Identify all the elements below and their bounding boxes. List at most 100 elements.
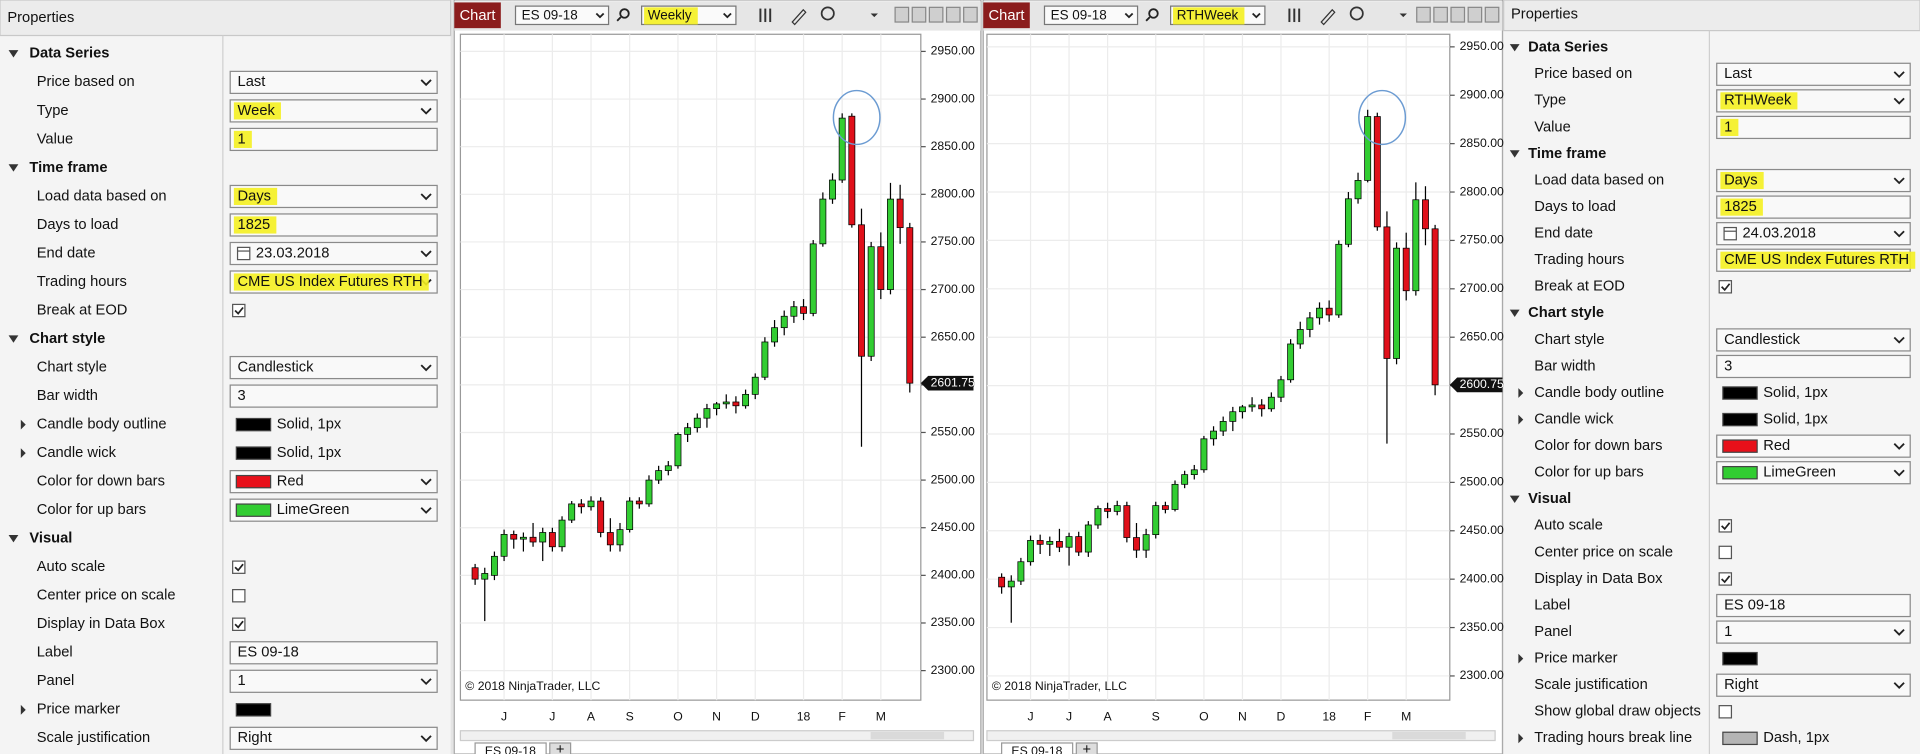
text-box[interactable]	[229, 127, 438, 152]
draw-icon[interactable]	[1320, 8, 1336, 26]
dropdown-box[interactable]	[229, 241, 438, 266]
candle-body	[751, 376, 759, 395]
property-label: Price based on	[1534, 66, 1632, 82]
dropdown-box[interactable]	[1716, 222, 1911, 246]
menu-chevron[interactable]	[870, 13, 878, 18]
dropdown-box[interactable]	[1716, 434, 1911, 458]
dropdown-box[interactable]	[229, 70, 438, 95]
checkbox[interactable]	[1718, 519, 1733, 533]
scrollbar-thumb[interactable]	[1392, 731, 1466, 740]
candle-body	[848, 115, 856, 226]
window-button[interactable]	[928, 6, 944, 23]
candle-body	[1123, 505, 1131, 538]
checkbox[interactable]	[232, 560, 246, 574]
last-price-tag	[920, 375, 974, 391]
checkbox[interactable]	[1718, 572, 1733, 586]
text-box[interactable]	[1716, 195, 1911, 219]
chart-button[interactable]	[983, 2, 1030, 29]
checkbox[interactable]	[1718, 705, 1733, 719]
property-value: Red	[277, 474, 304, 490]
dropdown-box[interactable]	[229, 470, 438, 494]
dropdown-box[interactable]	[1716, 461, 1911, 485]
window-button[interactable]	[963, 6, 978, 23]
collapse-arrow	[1509, 309, 1520, 318]
add-tab[interactable]	[1075, 742, 1098, 754]
dropdown-box[interactable]	[1716, 62, 1911, 86]
expand-arrow	[20, 704, 26, 715]
candle-body	[558, 519, 566, 548]
candle-body	[635, 500, 643, 505]
dropdown-box[interactable]	[229, 184, 438, 209]
period: RTHWeek	[1177, 7, 1239, 22]
copyright: © 2018 NinjaTrader, LLC	[992, 679, 1127, 693]
panel-title-bar	[1503, 0, 1920, 32]
window-button[interactable]	[894, 6, 910, 23]
instrument-dropdown[interactable]	[1043, 5, 1139, 26]
x-tick-label: O	[1199, 710, 1209, 724]
window-button[interactable]	[945, 6, 961, 23]
checkbox[interactable]	[1718, 545, 1733, 560]
dropdown-box[interactable]	[229, 355, 438, 380]
y-tick-label: 2450.00	[1460, 523, 1504, 537]
dropdown-box[interactable]	[229, 669, 438, 693]
checkbox[interactable]	[232, 617, 246, 631]
text-box[interactable]	[1716, 115, 1911, 140]
draw-icon[interactable]	[791, 8, 807, 26]
search-icon[interactable]	[1148, 8, 1159, 19]
text-box[interactable]	[229, 384, 438, 408]
checkbox[interactable]	[232, 303, 246, 318]
expand-arrow	[20, 448, 26, 459]
y-tick-label: 2550.00	[931, 425, 975, 439]
y-tick-label: 2500.00	[931, 472, 975, 486]
dropdown-box[interactable]	[229, 726, 438, 750]
section-header: Visual	[1528, 491, 1571, 507]
candle-body	[1373, 116, 1381, 228]
property-value: 1825	[238, 217, 271, 233]
property-label: Value	[1534, 119, 1570, 135]
property-label: Trading hours	[1534, 252, 1624, 268]
property-label: Price based on	[37, 74, 135, 90]
zoom-icon[interactable]	[820, 6, 835, 21]
candle-body	[761, 341, 769, 378]
checkmark	[1721, 283, 1731, 292]
dropdown-chevron	[420, 678, 432, 686]
candle-body	[500, 534, 508, 557]
candle-body	[626, 500, 634, 530]
dropdown-box[interactable]	[1716, 168, 1911, 193]
window-button[interactable]	[911, 6, 927, 23]
window-button[interactable]	[1416, 6, 1431, 23]
dropdown-box[interactable]	[1716, 620, 1911, 644]
menu-chevron[interactable]	[1399, 13, 1407, 18]
checkbox[interactable]	[1718, 280, 1733, 294]
dropdown-box[interactable]	[229, 99, 438, 123]
tab[interactable]	[474, 742, 547, 754]
checkbox[interactable]	[232, 589, 246, 603]
scrollbar[interactable]	[986, 730, 1496, 742]
annotation-circle	[832, 89, 881, 146]
text-box[interactable]	[1716, 593, 1911, 618]
section-header: Visual	[29, 531, 72, 547]
instrument-dropdown[interactable]	[514, 5, 610, 26]
dropdown-box[interactable]	[1716, 673, 1911, 697]
tab[interactable]	[1001, 742, 1074, 754]
window-button[interactable]	[1433, 6, 1448, 23]
property-value: Solid, 1px	[1763, 385, 1828, 401]
window-button[interactable]	[1467, 6, 1483, 23]
text-box[interactable]	[229, 213, 438, 237]
text-box[interactable]	[1716, 354, 1911, 379]
chart-button[interactable]	[454, 2, 501, 29]
window-button[interactable]	[1450, 6, 1466, 23]
expand-arrow	[20, 419, 26, 430]
dropdown-box[interactable]	[229, 498, 438, 522]
add-tab[interactable]	[549, 742, 572, 754]
scrollbar[interactable]	[459, 730, 975, 742]
scrollbar-thumb[interactable]	[870, 731, 945, 740]
search-icon[interactable]	[619, 8, 630, 19]
text-box[interactable]	[229, 641, 438, 665]
zoom-icon[interactable]	[1349, 6, 1364, 21]
dropdown-box[interactable]	[1716, 328, 1911, 352]
collapse-arrow	[1509, 495, 1520, 503]
window-button[interactable]	[1484, 6, 1500, 23]
dropdown-chevron	[420, 364, 432, 372]
candle-body	[1200, 438, 1208, 471]
